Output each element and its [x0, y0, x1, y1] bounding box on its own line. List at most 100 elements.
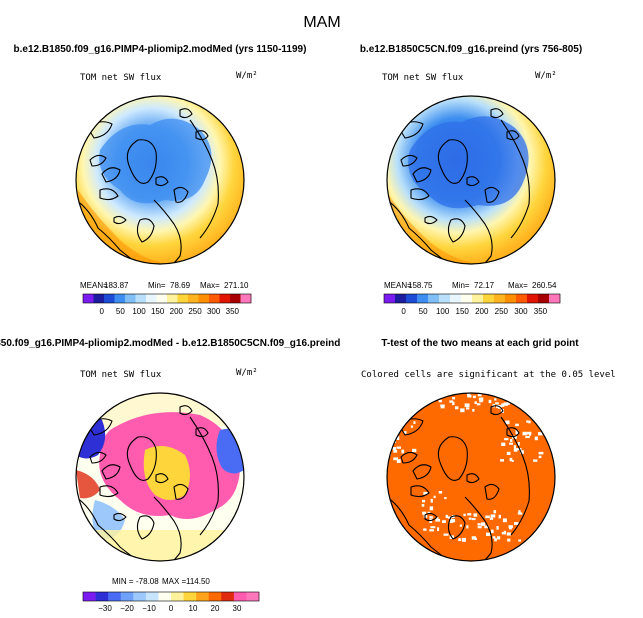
colorbar-tick-label: 100 [436, 307, 450, 316]
coastline [155, 473, 169, 484]
coastline [89, 451, 107, 464]
nonsignificant-cell [474, 537, 477, 540]
panel-2-max: 260.54 [532, 281, 557, 290]
nonsignificant-cell [400, 387, 403, 389]
nonsignificant-cell [502, 518, 507, 523]
nonsignificant-cell [513, 445, 517, 449]
nonsignificant-cell [383, 404, 385, 407]
coastline [490, 108, 504, 119]
colorbar-swatch [135, 294, 147, 303]
coastline [136, 515, 155, 540]
nonsignificant-cell [378, 451, 380, 453]
colorbar-swatch [240, 294, 252, 303]
nonsignificant-cell [407, 391, 410, 393]
nonsignificant-cell [480, 522, 486, 526]
nonsignificant-cell [462, 537, 466, 542]
panel-2-mean: 158.75 [408, 281, 433, 290]
colorbar-tick-label: 150 [151, 307, 165, 316]
colorbar-swatch [158, 592, 172, 601]
nonsignificant-cell [447, 516, 453, 519]
coastline [101, 167, 121, 183]
nonsignificant-cell [520, 450, 524, 454]
nonsignificant-cell [513, 448, 518, 452]
nonsignificant-cell [527, 431, 532, 435]
nonsignificant-cell [438, 491, 443, 494]
panel-3: .B1850.f09_g16.PIMP4-pliomip2.modMed - b… [0, 338, 340, 613]
nonsignificant-cell [472, 408, 475, 412]
panel-3-max: 114.50 [186, 577, 210, 586]
nonsignificant-cell [388, 382, 390, 386]
colorbar-swatch [428, 294, 440, 303]
coastline [490, 405, 504, 416]
panel-3-units: W/m² [236, 368, 258, 378]
nonsignificant-cell [484, 525, 489, 529]
coastline [76, 496, 139, 561]
nonsignificant-cell [477, 523, 481, 526]
nonsignificant-cell [444, 497, 447, 500]
coastline [506, 130, 520, 141]
nonsignificant-cell [389, 408, 392, 412]
nonsignificant-cell [455, 406, 459, 410]
panel-3-field-label: TOM net SW flux [80, 370, 162, 380]
colorbar-swatch [483, 294, 495, 303]
nonsignificant-cell [383, 422, 386, 424]
colorbar-swatch [246, 592, 260, 601]
nonsignificant-cell [394, 413, 397, 417]
nonsignificant-cell [509, 442, 513, 445]
panel-2-mean-label: MEAN= [384, 281, 412, 290]
nonsignificant-cell [380, 398, 383, 400]
nonsignificant-cell [505, 420, 510, 425]
nonsignificant-cell [430, 498, 433, 503]
nonsignificant-cell [494, 537, 497, 542]
coastline [195, 427, 209, 438]
panel-3-map [76, 393, 244, 561]
colorbar-swatch [439, 294, 451, 303]
panel-4-map [378, 382, 555, 561]
nonsignificant-cell [476, 403, 481, 406]
nonsignificant-cell [500, 459, 504, 462]
nonsignificant-cell [382, 383, 384, 385]
colorbar-swatch [221, 592, 235, 601]
panel-1-map [76, 96, 244, 264]
nonsignificant-cell [517, 442, 520, 446]
nonsignificant-cell [459, 524, 462, 527]
nonsignificant-cell [489, 517, 494, 520]
panel-2-colorbar: 0 50 100 150 200 250 300 350 [383, 293, 561, 316]
nonsignificant-cell [479, 398, 483, 403]
panel-2-low-region [408, 116, 529, 209]
coastline [89, 154, 107, 167]
nonsignificant-cell [413, 406, 417, 409]
colorbar-swatch [406, 294, 418, 303]
nonsignificant-cell [490, 514, 496, 518]
coastline [484, 186, 500, 203]
panel-2-title: b.e12.B1850C5CN.f09_g16.preind (yrs 756-… [360, 44, 582, 55]
panel-3-inner-warm [143, 446, 190, 500]
nonsignificant-cell [517, 512, 523, 515]
figure-title: MAM [303, 14, 340, 31]
colorbar-swatch [95, 592, 109, 601]
coastline [195, 130, 209, 141]
colorbar-swatch [505, 294, 517, 303]
coastline [76, 199, 139, 264]
nonsignificant-cell [518, 510, 521, 514]
nonsignificant-cell [396, 406, 400, 410]
colorbar-tick-label: 0 [401, 307, 406, 316]
nonsignificant-cell [433, 495, 436, 499]
nonsignificant-cell [438, 399, 442, 403]
panel-2-map [387, 96, 555, 264]
colorbar-tick-label: 0 [99, 307, 104, 316]
nonsignificant-cell [445, 514, 448, 518]
nonsignificant-cell [498, 514, 501, 519]
coastline [412, 167, 432, 183]
nonsignificant-cell [393, 449, 398, 453]
nonsignificant-cell [451, 518, 456, 523]
coastline [484, 483, 500, 500]
colorbar-swatch [494, 294, 506, 303]
panel-3-min-label: MIN = [112, 577, 134, 586]
colorbar-swatch [108, 592, 122, 601]
colorbar-tick-label: 350 [534, 307, 548, 316]
nonsignificant-cell [508, 525, 513, 528]
nonsignificant-cell [387, 441, 391, 446]
colorbar-swatch [83, 592, 96, 601]
nonsignificant-cell [394, 424, 397, 428]
